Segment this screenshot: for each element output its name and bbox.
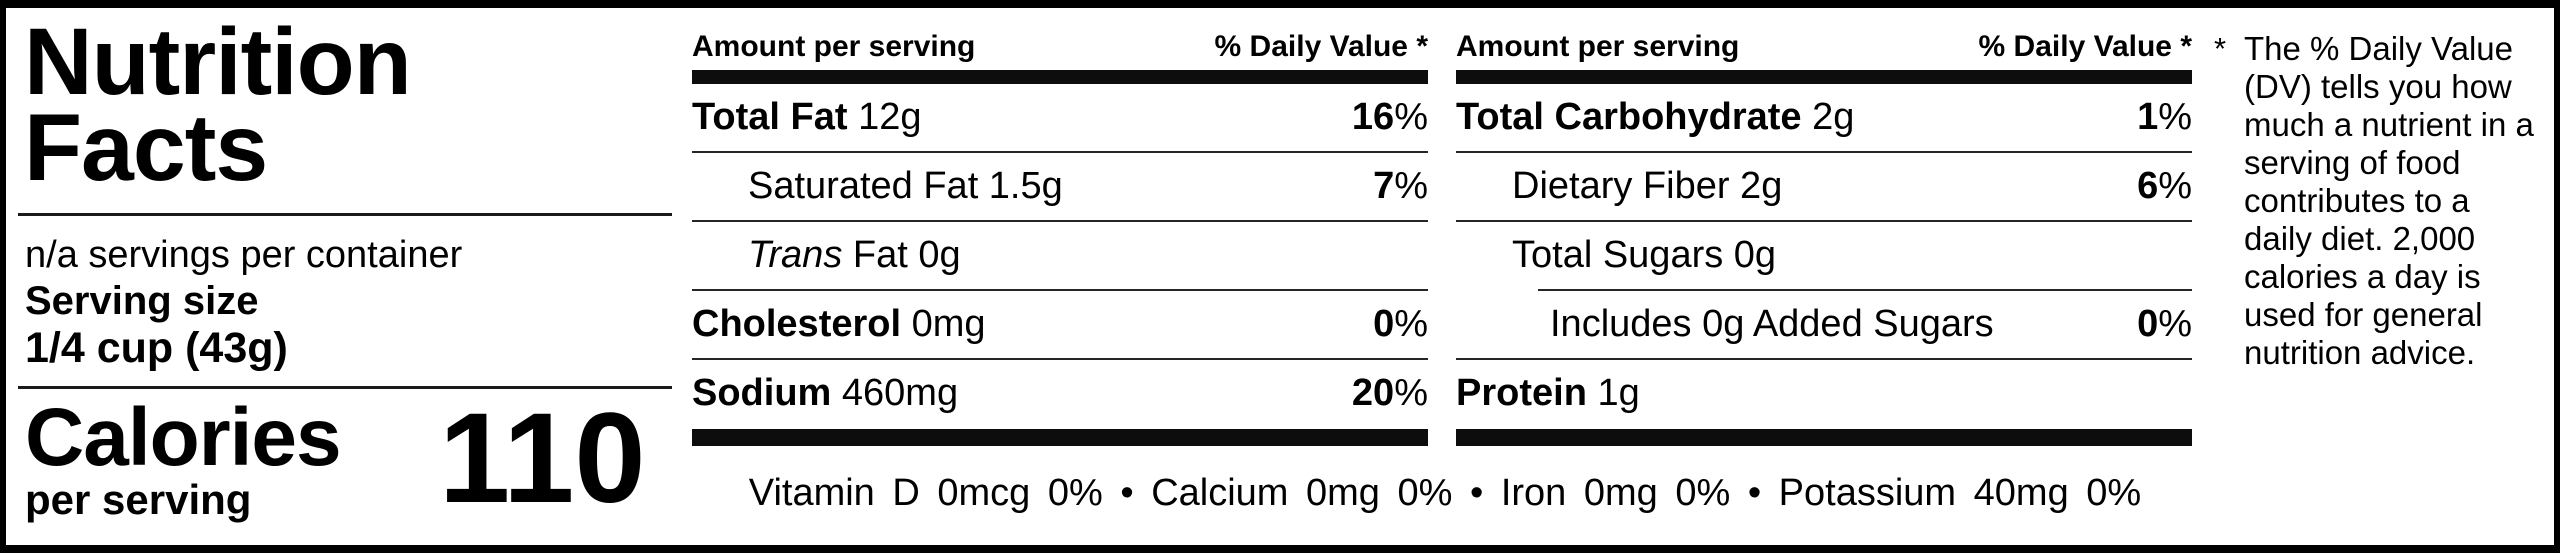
daily-value: 1% [2137,96,2192,138]
servings-per-container: n/a servings per container [25,234,463,276]
label-identity-section: Nutrition Facts n/a servings per contain… [6,8,678,545]
daily-value: 20% [1351,372,1428,414]
calories-label: Calories [25,392,342,483]
nutrient-name: Total Carbohydrate [1456,96,1802,138]
serving-size-value: 1/4 cup (43g) [25,324,288,372]
thick-divider [692,429,1428,446]
nutrient-amount: Total Sugars 0g [1512,234,1777,276]
nutrient-amount: Fat 0g [842,234,961,276]
amount-per-serving-heading: Amount per serving [692,30,976,63]
nutrient-name: Sodium [692,372,832,414]
nutrient-name: Total Fat [692,96,848,138]
micronutrients-line: Vitamin D 0mcg 0% • Calcium 0mg 0% • Iro… [748,472,2142,514]
divider [1456,220,2192,222]
divider [692,289,1428,291]
nutrient-column-carb-protein: Amount per serving % Daily Value * Total… [1456,8,2192,545]
nutrient-amount: Includes 0g Added Sugars [1550,303,1994,345]
nutrient-amount: 1g [1586,372,1640,414]
divider [692,358,1428,360]
amount-per-serving-heading: Amount per serving [1456,30,1740,63]
footnote-text: The % Daily Value (DV) tells you how muc… [2244,30,2534,371]
nutrient-column-fat-sodium: Amount per serving % Daily Value * Total… [692,8,1428,545]
nutrient-amount: 12g [847,96,922,138]
divider [1456,358,2192,360]
nutrient-amount: Dietary Fiber 2g [1512,165,1783,207]
label-title: Nutrition Facts [24,9,412,201]
daily-value: 7% [1373,165,1428,207]
nutrient-row-sodium: Sodium 460mg 20% [692,360,1428,427]
calories-sublabel: per serving [25,476,252,523]
nutrient-row-protein: Protein 1g [1456,360,2192,427]
nutrient-row-cholesterol: Cholesterol 0mg 0% [692,291,1428,358]
nutrient-amount: Saturated Fat 1.5g [748,165,1063,207]
nutrient-row-added-sugars: Includes 0g Added Sugars 0% [1456,291,2192,358]
nutrient-amount: 2g [1801,96,1855,138]
nutrient-name: Protein [1456,372,1587,414]
nutrient-row-total-fat: Total Fat 12g 16% [692,84,1428,151]
column-header: Amount per serving % Daily Value * [1456,30,2192,70]
nutrient-row-total-carbohydrate: Total Carbohydrate 2g 1% [1456,84,2192,151]
nutrient-row-trans-fat: Trans Fat 0g [748,234,961,276]
nutrient-amount: 0mg [901,303,986,345]
daily-value: 0% [1373,303,1428,345]
daily-value: 6% [2137,165,2192,207]
divider [1456,151,2192,153]
divider [18,213,672,216]
thick-divider [692,70,1428,84]
daily-value: 0% [2137,303,2192,345]
footnote-asterisk: * [2214,31,2227,66]
nutrient-amount: 460mg [831,372,959,414]
daily-value-heading: % Daily Value * [1978,30,2192,63]
divider [692,151,1428,153]
daily-value-heading: % Daily Value * [1214,30,1428,63]
daily-value: 16% [1351,96,1428,138]
thick-divider [1456,70,2192,84]
serving-size-label: Serving size [25,279,259,323]
divider [18,386,672,389]
nutrient-row-total-sugars: Total Sugars 0g [1456,222,2192,289]
calories-value: 110 [439,387,646,530]
nutrient-row-dietary-fiber: Dietary Fiber 2g 6% [1456,153,2192,220]
divider [1538,289,2192,291]
column-header: Amount per serving % Daily Value * [692,30,1428,70]
thick-divider [1456,429,2192,446]
daily-value-footnote: * The % Daily Value (DV) tells you how m… [2214,8,2550,545]
nutrient-row-saturated-fat: Saturated Fat 1.5g 7% [692,153,1428,220]
divider [692,220,1428,222]
nutrient-name: Cholesterol [692,303,902,345]
